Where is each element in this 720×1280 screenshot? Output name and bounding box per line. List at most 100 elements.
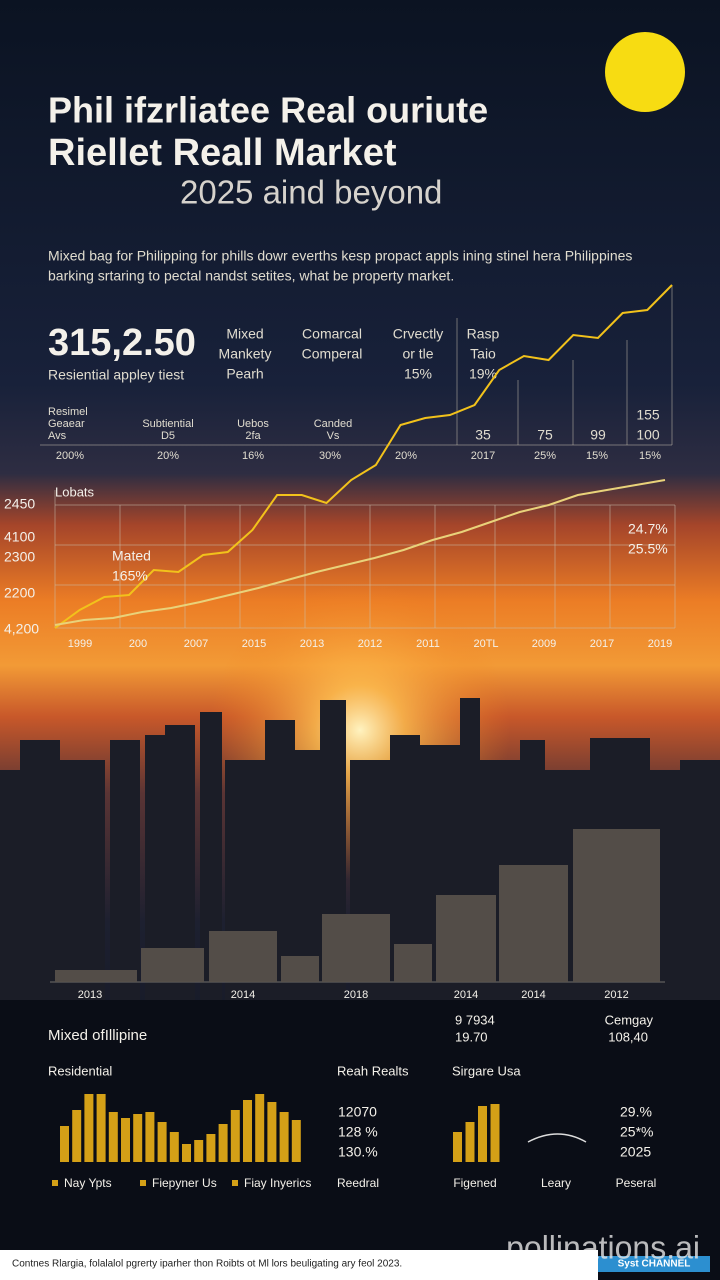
figure: 2025 [620, 1144, 651, 1160]
x-label: 2017 [590, 638, 614, 650]
legend-entry: Figened [453, 1176, 496, 1190]
section-title: Sirgare Usa [452, 1063, 521, 1078]
bar [490, 1104, 500, 1162]
bar [394, 944, 432, 982]
badge: Syst CHANNEL [618, 1259, 691, 1270]
x-label: 1999 [68, 638, 92, 650]
panel-value: 108,40 [608, 1029, 648, 1044]
arrow [527, 1133, 587, 1143]
bar [121, 1118, 130, 1162]
intro: barking srtaring to pectal nandst setite… [48, 268, 454, 284]
stat-value: 100 [636, 427, 660, 443]
panel-value: Cemgay [605, 1012, 654, 1027]
caption: Resiential appley tiest [48, 367, 184, 383]
bar [60, 1126, 69, 1162]
annotation: 24.7% [628, 521, 668, 537]
annotation: 25.5% [628, 541, 668, 557]
title: Riellet Reall Market [48, 132, 397, 174]
bar [84, 1094, 94, 1162]
stat-value: 35 [475, 427, 491, 443]
legend-entry: Leary [541, 1176, 571, 1190]
stat-text: Taio [470, 346, 496, 362]
stat-text: Comperal [302, 346, 363, 362]
bar [279, 1112, 289, 1162]
x-label: 2019 [648, 638, 672, 650]
bar [169, 1132, 179, 1162]
legend-swatch [232, 1180, 238, 1186]
x-label: 2014 [521, 989, 545, 1001]
bar [255, 1094, 265, 1162]
panel-value: 19.70 [455, 1029, 488, 1044]
row-label: Geaear [48, 418, 85, 430]
legend-entry: Nay Ypts [64, 1176, 112, 1190]
row-label: Vs [327, 430, 340, 442]
x-label: 2015 [242, 638, 266, 650]
row-value: 16% [242, 450, 264, 462]
badge-bg [598, 1256, 710, 1272]
sun [605, 32, 685, 112]
figure: 12070 [338, 1104, 377, 1120]
chart-title: Lobats [55, 484, 95, 499]
x-label: 2011 [416, 638, 440, 650]
line-series [54, 479, 666, 626]
row-label: D5 [161, 430, 175, 442]
bar [72, 1110, 82, 1162]
x-label: 200 [129, 638, 147, 650]
bar [573, 829, 660, 982]
headline: 315,2.50 [48, 322, 196, 364]
y-label: 2200 [4, 585, 35, 601]
subtitle: 2025 aind beyond [180, 174, 442, 211]
stat-text: Pearh [226, 366, 263, 382]
annotation: 165% [112, 568, 148, 584]
bar [141, 948, 204, 982]
row-label: Canded [314, 418, 353, 430]
stat-value: 99 [590, 427, 606, 443]
bar [281, 956, 319, 982]
legend-entry: Reedral [337, 1176, 379, 1190]
panel-value: 9 7934 [455, 1012, 495, 1027]
row-value: 15% [639, 450, 661, 462]
row-label: Subtiential [142, 418, 193, 430]
row-label: Avs [48, 430, 67, 442]
bar [478, 1106, 487, 1162]
x-label: 2013 [300, 638, 324, 650]
row-value: 2017 [471, 450, 495, 462]
row-label: Uebos [237, 418, 269, 430]
stat-value: 155 [636, 407, 660, 423]
stat-text: or tle [402, 346, 433, 362]
x-label: 20TL [473, 638, 498, 650]
stat-text: Rasp [467, 326, 500, 342]
bar [499, 865, 568, 982]
bar [230, 1110, 240, 1162]
y-label: 4100 [4, 529, 35, 545]
stat-text: Crvectly [393, 326, 444, 342]
row-label: 2fa [245, 430, 261, 442]
panel-heading: Mixed ofIllipine [48, 1027, 147, 1044]
section-title: Residential [48, 1063, 112, 1078]
row-value: 20% [395, 450, 417, 462]
bar [108, 1112, 118, 1162]
legend-swatch [140, 1180, 146, 1186]
bar [218, 1124, 228, 1162]
section-title: Reah Realts [337, 1063, 409, 1078]
x-label: 2012 [358, 638, 382, 650]
title: Phil ifzrliatee Real ouriute [48, 90, 488, 131]
x-label: 2014 [231, 989, 255, 1001]
bar [209, 931, 277, 982]
stat-value: 75 [537, 427, 553, 443]
bar [182, 1144, 191, 1162]
figure: 128 % [338, 1124, 378, 1140]
intro: Mixed bag for Philipping for phills dowr… [48, 248, 632, 264]
y-label: 2300 [4, 549, 35, 565]
stat-text: Mixed [226, 326, 263, 342]
row-value: 30% [319, 450, 341, 462]
bar [243, 1100, 252, 1162]
bar [436, 895, 496, 982]
bottom-panel [0, 1000, 720, 1280]
x-label: 2009 [532, 638, 556, 650]
bar [206, 1134, 216, 1162]
figure: 130.% [338, 1144, 378, 1160]
bar [465, 1122, 475, 1162]
legend-entry: Peseral [616, 1176, 657, 1190]
